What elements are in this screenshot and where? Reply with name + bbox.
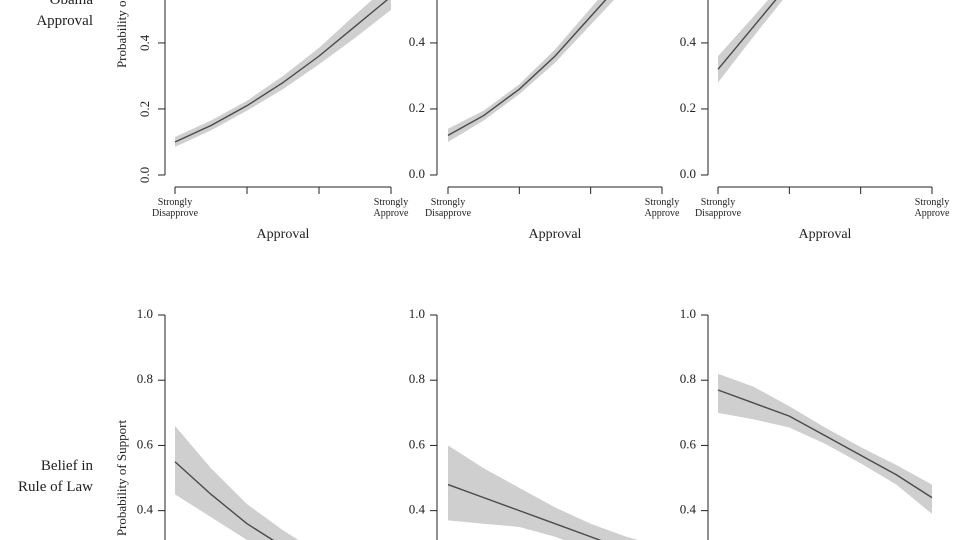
x-tick-label: Strongly Approve xyxy=(644,197,680,219)
y-tick-label: 0.8 xyxy=(137,371,153,386)
y-tick-label: 1.0 xyxy=(137,306,153,321)
x-axis-title: Approval xyxy=(798,227,852,242)
confidence-band xyxy=(718,0,783,83)
y-tick-label: 0.4 xyxy=(137,502,154,517)
x-axis-title: Approval xyxy=(256,227,310,242)
y-tick-label: 0.4 xyxy=(137,34,152,51)
y-tick-label: 0.0 xyxy=(137,167,152,183)
y-tick-label: 0.4 xyxy=(680,34,697,49)
x-tick-label: Strongly Disapprove xyxy=(151,197,199,219)
line xyxy=(174,461,275,540)
confidence-band xyxy=(448,0,614,142)
y-tick-label: 0.2 xyxy=(137,101,152,117)
y-tick-label: 0.0 xyxy=(409,166,425,181)
line xyxy=(717,0,777,70)
y-axis-title: Probability of Support xyxy=(114,0,129,68)
confidence-band xyxy=(175,0,391,147)
y-tick-label: 0.6 xyxy=(137,436,154,451)
line xyxy=(717,389,933,499)
y-tick-label: 0.8 xyxy=(409,371,425,386)
line xyxy=(174,0,389,143)
x-tick-label: Strongly Disapprove xyxy=(694,197,742,219)
y-tick-label: 0.2 xyxy=(680,100,696,115)
x-tick-label: Strongly Approve xyxy=(914,197,950,219)
y-tick-label: 0.6 xyxy=(409,436,426,451)
confidence-band xyxy=(175,425,299,540)
x-axis-title: Approval xyxy=(528,227,582,242)
y-tick-label: 0.4 xyxy=(680,502,697,517)
row-label: Belief in Rule of Law xyxy=(18,458,93,495)
y-tick-label: 0.6 xyxy=(680,436,697,451)
line xyxy=(447,0,607,136)
line xyxy=(447,483,602,540)
y-tick-label: 0.2 xyxy=(409,100,425,115)
y-axis-title: Probability of Support xyxy=(114,420,129,537)
y-tick-label: 1.0 xyxy=(680,306,696,321)
y-tick-label: 0.8 xyxy=(680,371,696,386)
confidence-band xyxy=(718,373,932,514)
y-tick-label: 0.4 xyxy=(409,34,426,49)
y-tick-label: 1.0 xyxy=(409,306,425,321)
confidence-band xyxy=(448,445,639,540)
x-tick-label: Strongly Disapprove xyxy=(424,197,472,219)
row-label: Obama Approval xyxy=(36,0,93,29)
y-tick-label: 0.0 xyxy=(680,166,696,181)
y-tick-label: 0.4 xyxy=(409,502,426,517)
x-tick-label: Strongly Approve xyxy=(373,197,409,219)
